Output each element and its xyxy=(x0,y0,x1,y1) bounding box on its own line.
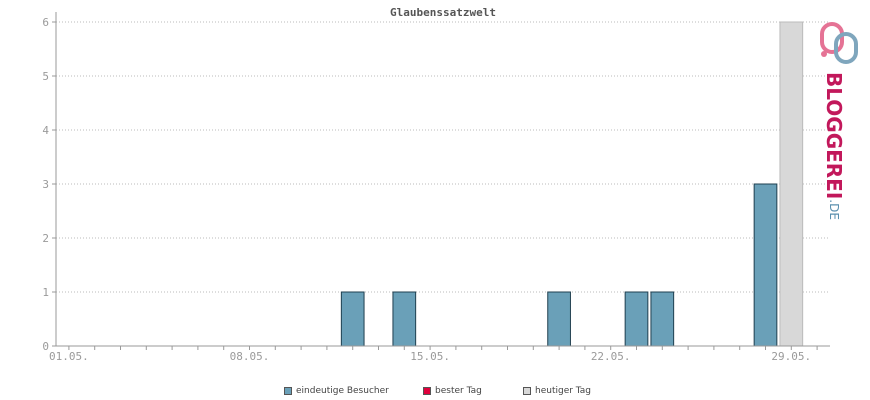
bar-visitors xyxy=(624,291,649,347)
bloggerei-logo-icon xyxy=(806,18,870,218)
y-tick-label: 5 xyxy=(42,70,49,83)
legend-swatch-today xyxy=(523,387,531,395)
bloggerei-logo-text: BLOGGEREI.DE xyxy=(822,72,846,220)
bar-visitors xyxy=(392,291,417,347)
x-tick-label: 15.05. xyxy=(410,350,450,363)
bar-visitors xyxy=(547,291,571,347)
y-tick-label: 0 xyxy=(42,340,49,353)
bar-visitors xyxy=(753,183,778,347)
bar-visitors xyxy=(650,291,675,347)
y-tick-label: 2 xyxy=(42,232,49,245)
logo-main-text: BLOGGEREI xyxy=(822,72,846,200)
x-tick-label: 29.05. xyxy=(771,350,811,363)
legend-item-today: heutiger Tag xyxy=(523,386,591,396)
axis-labels: 0 1 2 3 4 5 6 01.05. 08.05. 15.05. 22.05. 29.05. xyxy=(42,16,811,363)
x-tick-label: 22.05. xyxy=(591,350,631,363)
legend-label-best-day: bester Tag xyxy=(435,386,482,396)
y-tick-label: 3 xyxy=(42,178,49,191)
bars xyxy=(340,21,804,347)
axes xyxy=(52,12,830,350)
bar-visitors xyxy=(340,291,365,347)
legend-item-best-day: bester Tag xyxy=(423,386,482,396)
chart-legend: eindeutige Besucher bester Tag heutiger … xyxy=(0,386,870,400)
bar-today xyxy=(779,21,804,347)
y-tick-label: 1 xyxy=(42,286,49,299)
legend-label-unique-visitors: eindeutige Besucher xyxy=(296,386,389,396)
x-tick-label: 01.05. xyxy=(49,350,89,363)
grid-lines xyxy=(56,21,830,293)
legend-swatch-unique-visitors xyxy=(284,387,292,395)
logo-suffix-text: .DE xyxy=(827,199,841,220)
y-tick-label: 4 xyxy=(42,124,49,137)
y-tick-label: 6 xyxy=(42,16,49,29)
legend-swatch-best-day xyxy=(423,387,431,395)
legend-item-unique-visitors: eindeutige Besucher xyxy=(284,386,389,396)
x-tick-label: 08.05. xyxy=(230,350,270,363)
legend-label-today: heutiger Tag xyxy=(535,386,592,396)
chart-title: Glaubenssatzwelt xyxy=(390,6,496,19)
